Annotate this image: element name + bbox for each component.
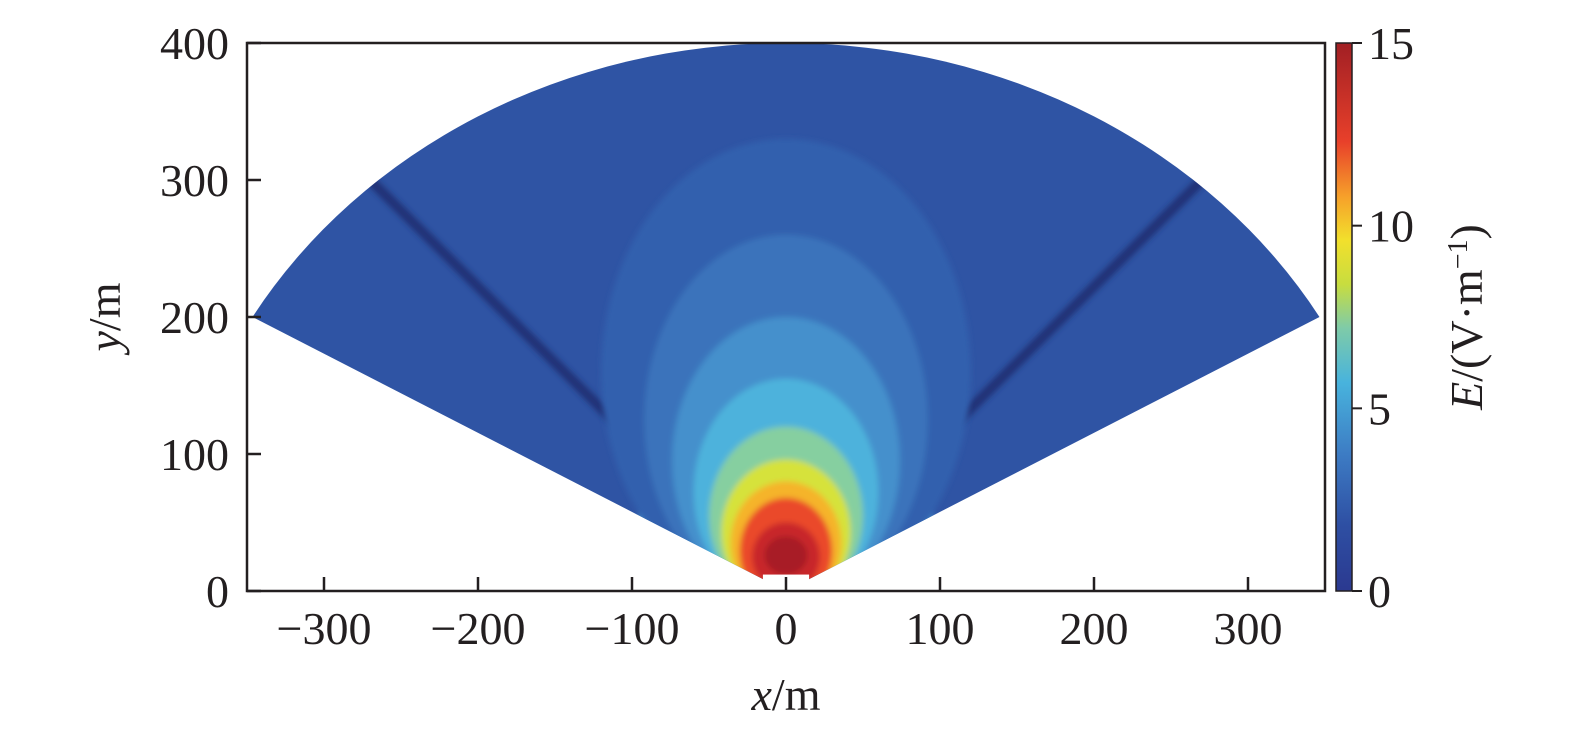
field-hotspot [601,138,971,591]
y-tick-label: 400 [160,18,229,69]
y-tick-label: 0 [206,566,229,617]
x-axis-label-var: x [751,669,773,720]
y-tick-label: 300 [160,155,229,206]
x-tick-label: 100 [906,603,975,654]
x-tick-label: 300 [1214,603,1283,654]
colorbar-label: E/(V·m−1) [1441,224,1492,411]
x-axis-label: x/m [751,669,821,720]
x-tick-label: −100 [585,603,680,654]
colorbar-label-unit: /(V·m [1441,269,1492,382]
y-axis-label-var: y [79,330,130,355]
y-axis-ticks: 0 100 200 300 400 [160,18,261,617]
colorbar-label-sup: −1 [1443,240,1474,270]
colorbar-tick-label: 0 [1368,566,1391,617]
field-fan [252,43,1320,591]
colorbar-tick-label: 5 [1368,383,1391,434]
x-tick-label: 200 [1060,603,1129,654]
y-axis-label-unit: /m [79,282,130,331]
colorbar-label-close: ) [1441,224,1492,239]
colorbar-tick-label: 10 [1368,201,1414,252]
field-level-10 [764,536,808,575]
x-axis-ticks: −300 −200 −100 0 100 200 300 [277,577,1283,654]
y-tick-label: 100 [160,429,229,480]
y-tick-label: 200 [160,292,229,343]
x-tick-label: −300 [277,603,372,654]
x-axis-label-unit: /m [772,669,821,720]
plot-area [252,43,1320,591]
colorbar-ticks: 0 5 10 15 [1352,18,1414,617]
colorbar [1335,42,1353,592]
x-tick-label: 0 [775,603,798,654]
colorbar-tick-label: 15 [1368,18,1414,69]
x-tick-label: −200 [431,603,526,654]
colorbar-label-var: E [1441,382,1492,411]
y-axis-label: y/m [79,282,130,355]
